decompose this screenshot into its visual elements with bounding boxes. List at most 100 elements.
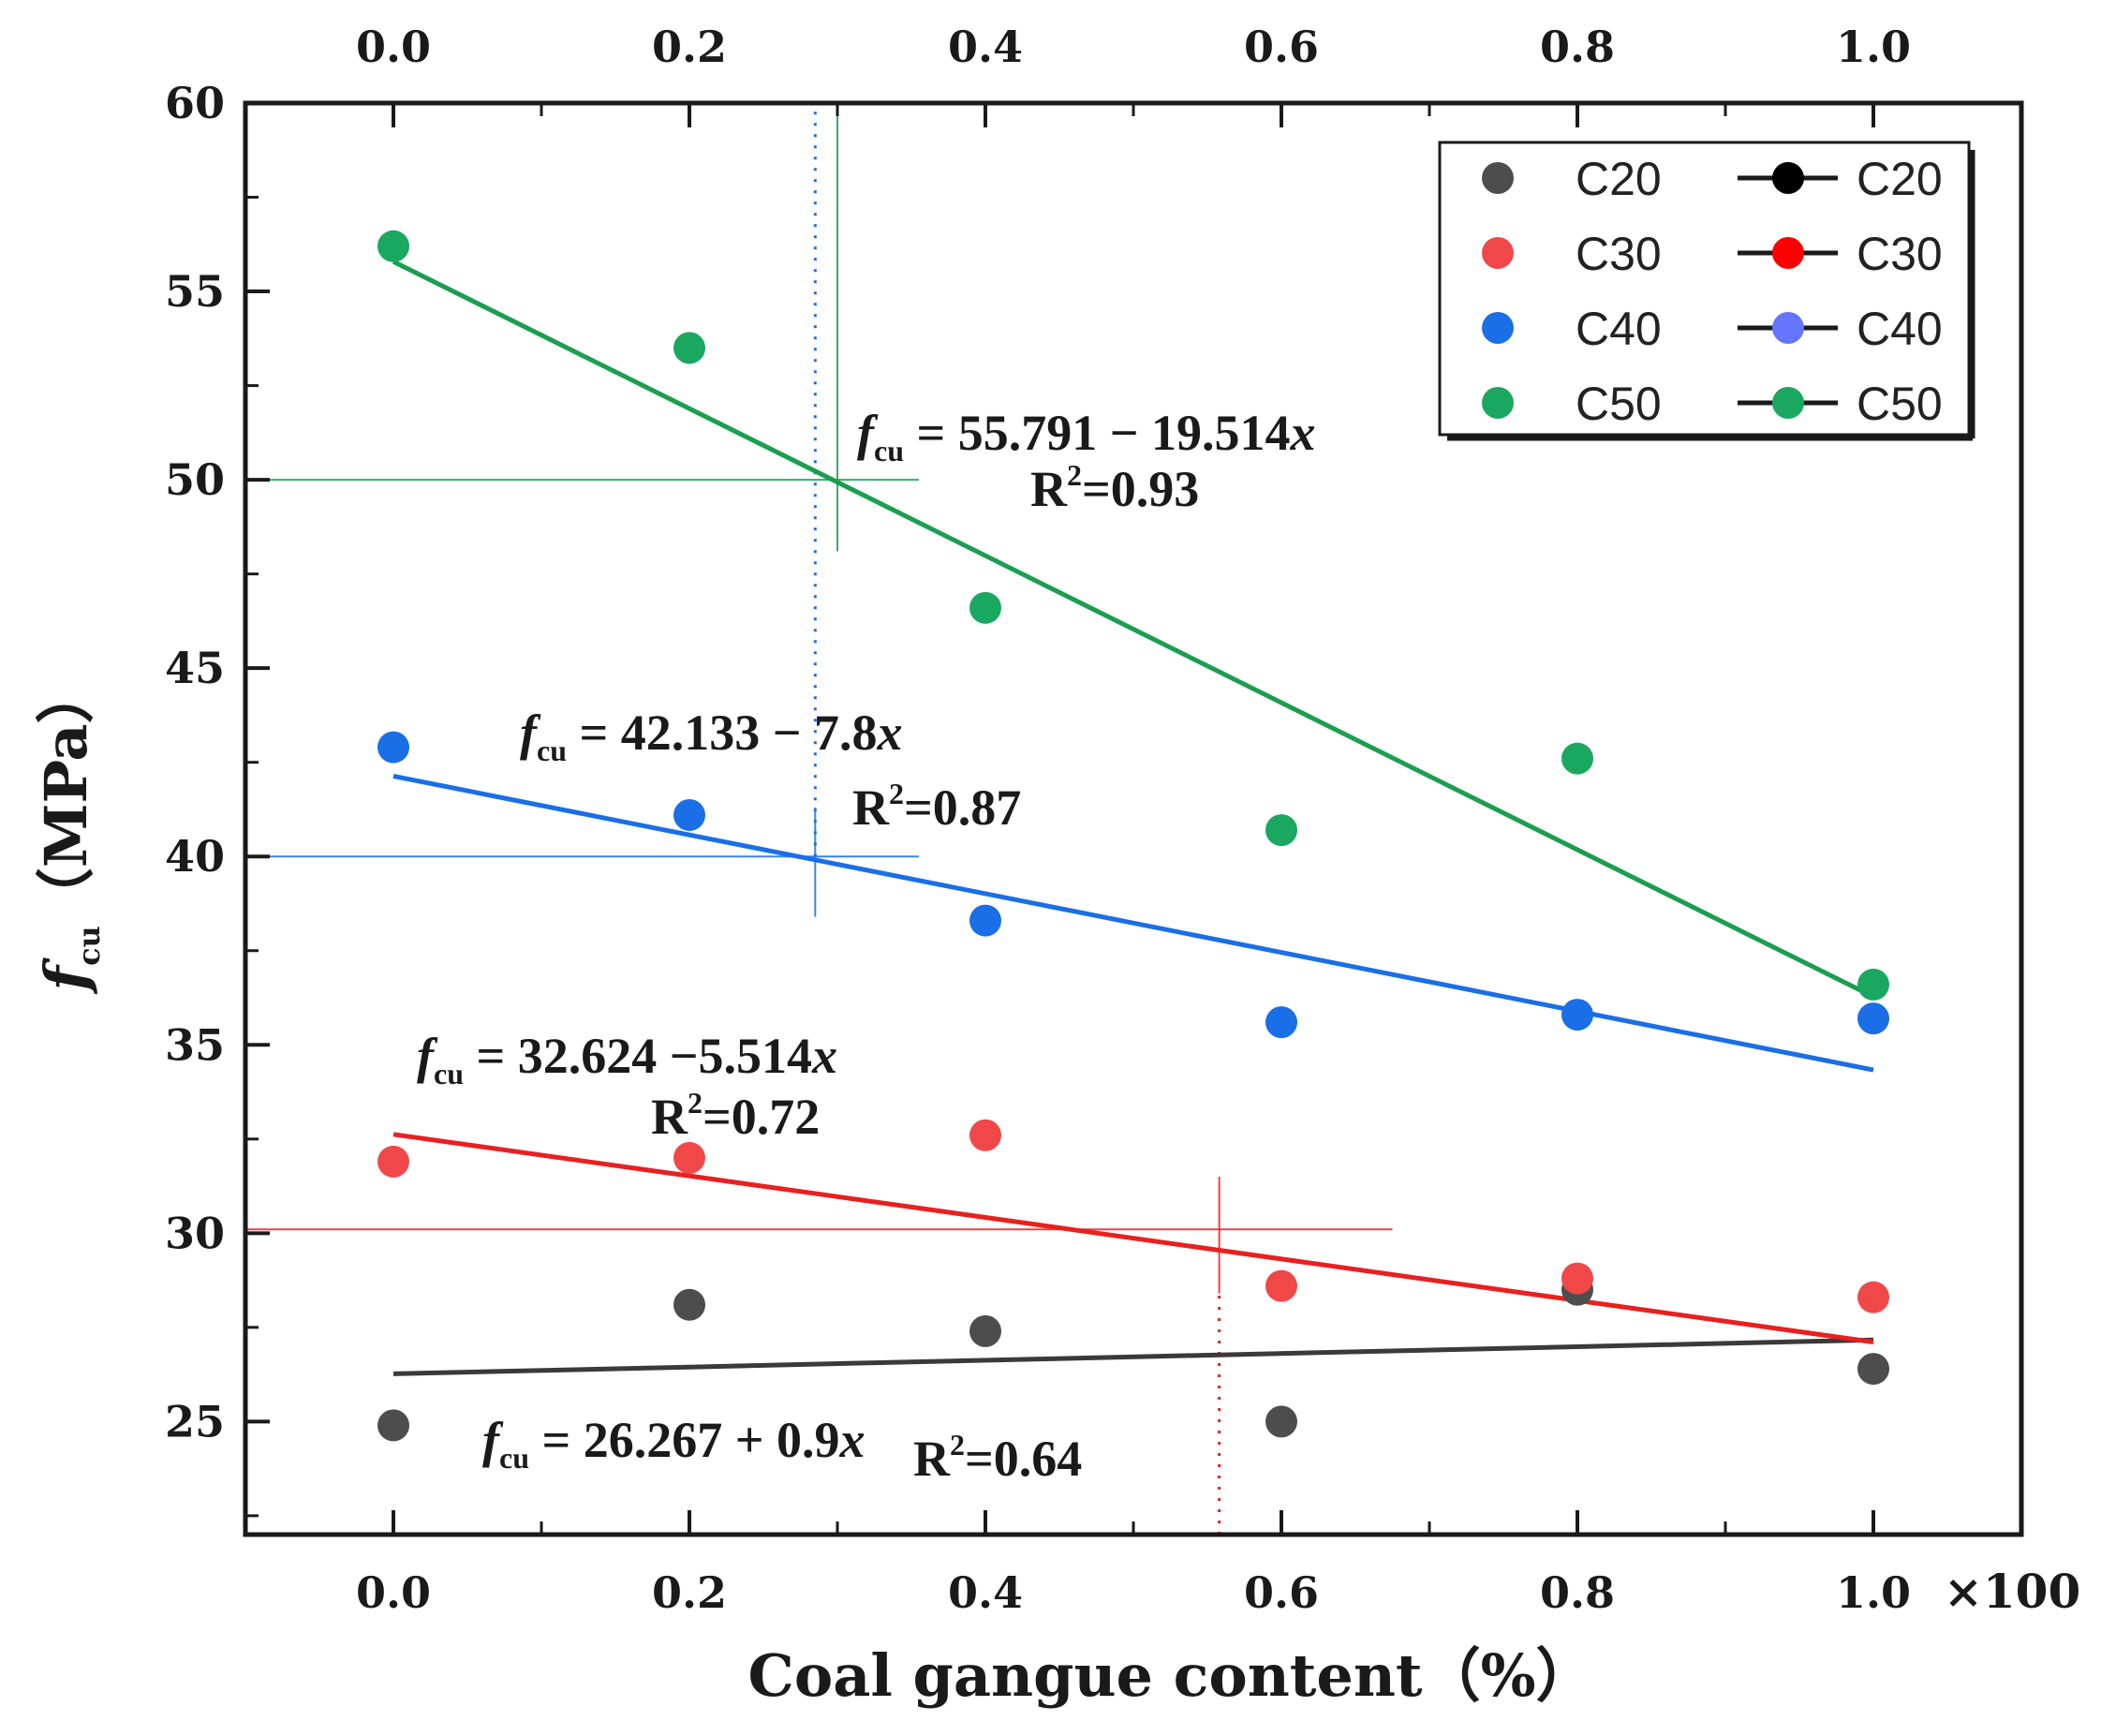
eq-var: x bbox=[877, 705, 903, 761]
legend-line-marker-c30 bbox=[1772, 237, 1804, 269]
legend-marker-c30 bbox=[1482, 237, 1514, 269]
r2-label: R bbox=[651, 1089, 688, 1145]
y-tick-label: 60 bbox=[165, 78, 225, 128]
x-axis-multiplier: ×100 bbox=[1944, 1564, 2080, 1619]
x-tick-label-top: 0.2 bbox=[652, 22, 727, 72]
eq-sub: cu bbox=[499, 1441, 529, 1475]
legend-line-marker-c40 bbox=[1772, 312, 1804, 344]
equation-c40: fcu = 42.133 − 7.8x bbox=[520, 705, 903, 767]
point-c50-2 bbox=[969, 591, 1001, 624]
y-tick-label: 40 bbox=[165, 831, 225, 882]
legend-line-label-c20: C20 bbox=[1857, 153, 1943, 205]
x-tick-label-top: 0.8 bbox=[1540, 22, 1615, 72]
x-tick-label-bottom: 0.6 bbox=[1244, 1567, 1319, 1618]
legend-line-marker-c20 bbox=[1772, 162, 1804, 194]
x-tick-label-top: 1.0 bbox=[1836, 22, 1911, 72]
r2-value: =0.64 bbox=[965, 1431, 1082, 1487]
eq-var: x bbox=[839, 1412, 866, 1468]
point-c20-0 bbox=[377, 1409, 409, 1442]
point-c30-4 bbox=[1561, 1262, 1593, 1295]
y-axis-title: fcu（MPa） bbox=[32, 665, 107, 994]
legend-line-marker-c50 bbox=[1772, 387, 1804, 419]
r2-label: R bbox=[913, 1431, 951, 1487]
legend-label-c30: C30 bbox=[1576, 228, 1662, 280]
eq-sub: cu bbox=[537, 734, 567, 767]
legend-label-c50: C50 bbox=[1576, 378, 1662, 430]
y-tick-label: 55 bbox=[165, 266, 225, 317]
point-c50-3 bbox=[1265, 814, 1297, 847]
point-c40-3 bbox=[1265, 1006, 1297, 1039]
x-tick-label-bottom: 0.0 bbox=[356, 1567, 431, 1618]
equation-c30: fcu = 32.624 −5.514x bbox=[417, 1028, 837, 1091]
point-c50-4 bbox=[1561, 742, 1593, 775]
eq-f: f bbox=[417, 1028, 438, 1084]
point-c20-2 bbox=[969, 1314, 1001, 1347]
x-tick-label-bottom: 1.0 bbox=[1836, 1567, 1911, 1618]
r2-c40: R2=0.87 bbox=[852, 777, 1021, 836]
x-tick-label-top: 0.4 bbox=[948, 22, 1023, 72]
legend-label-c40: C40 bbox=[1576, 303, 1662, 355]
r2-sup: 2 bbox=[950, 1428, 965, 1462]
point-c40-1 bbox=[673, 798, 705, 831]
y-axis-title-sub: cu bbox=[71, 926, 107, 966]
eq-body: = 55.791 − 19.514 bbox=[904, 405, 1291, 461]
reference-lines bbox=[245, 103, 1393, 1535]
fit-line-c50 bbox=[392, 260, 1875, 1000]
fit-line-c40 bbox=[392, 773, 1874, 1073]
legend-line-label-c40: C40 bbox=[1857, 303, 1943, 355]
point-c30-5 bbox=[1857, 1281, 1889, 1313]
r2-label: R bbox=[1030, 461, 1068, 517]
x-tick-label-top: 0.0 bbox=[356, 22, 431, 72]
legend-marker-c50 bbox=[1482, 387, 1514, 419]
r2-value: =0.87 bbox=[904, 779, 1021, 836]
legend-label-c20: C20 bbox=[1576, 153, 1662, 205]
r2-sup: 2 bbox=[688, 1086, 703, 1120]
r2-sup: 2 bbox=[889, 777, 904, 810]
r2-value: =0.93 bbox=[1082, 461, 1199, 517]
y-axis-title-unit: （MPa） bbox=[32, 665, 100, 926]
point-c30-0 bbox=[377, 1145, 409, 1178]
x-tick-label-bottom: 0.4 bbox=[948, 1567, 1023, 1618]
y-tick-label: 45 bbox=[165, 643, 225, 693]
legend-line-label-c30: C30 bbox=[1857, 228, 1943, 280]
legend-line-label-c50: C50 bbox=[1857, 378, 1943, 430]
eq-body: = 32.624 −5.514 bbox=[464, 1028, 812, 1084]
eq-var: x bbox=[1290, 405, 1316, 461]
eq-body: = 42.133 − 7.8 bbox=[567, 705, 878, 761]
eq-f: f bbox=[520, 705, 541, 761]
point-c50-5 bbox=[1857, 968, 1889, 1001]
r2-label: R bbox=[852, 779, 890, 836]
data-points bbox=[377, 230, 1889, 1442]
point-c30-3 bbox=[1265, 1269, 1297, 1302]
equation-c20: fcu = 26.267 + 0.9x bbox=[482, 1412, 866, 1475]
r2-c50: R2=0.93 bbox=[1030, 458, 1199, 517]
point-c40-0 bbox=[377, 731, 409, 764]
point-c50-1 bbox=[673, 332, 705, 364]
point-c30-1 bbox=[673, 1141, 705, 1174]
point-c20-1 bbox=[673, 1288, 705, 1321]
y-tick-label: 25 bbox=[165, 1396, 225, 1447]
eq-f: f bbox=[482, 1412, 504, 1468]
x-tick-label-bottom: 0.8 bbox=[1540, 1567, 1615, 1618]
point-c20-3 bbox=[1265, 1405, 1297, 1438]
fit-line-c20 bbox=[392, 1337, 1874, 1376]
y-tick-label: 30 bbox=[165, 1208, 225, 1258]
legend-marker-c20 bbox=[1482, 162, 1514, 194]
eq-body: = 26.267 + 0.9 bbox=[529, 1412, 840, 1468]
point-c30-2 bbox=[969, 1119, 1001, 1151]
r2-sup: 2 bbox=[1067, 458, 1082, 492]
x-tick-label-bottom: 0.2 bbox=[652, 1567, 727, 1618]
legend-box bbox=[1438, 141, 1971, 437]
eq-sub: cu bbox=[874, 434, 904, 467]
legend: C20 C20 C30 C30 C40 C40 C50 C50 bbox=[1438, 141, 1975, 441]
equation-c50: fcu = 55.791 − 19.514x bbox=[857, 405, 1316, 467]
r2-c30: R2=0.72 bbox=[651, 1086, 820, 1145]
point-c40-5 bbox=[1857, 1002, 1889, 1035]
fit-line-c30 bbox=[392, 1132, 1874, 1344]
eq-f: f bbox=[857, 405, 879, 461]
point-c40-2 bbox=[969, 904, 1001, 937]
r2-c20: R2=0.64 bbox=[913, 1428, 1082, 1487]
x-axis-title: Coal gangue content（%） bbox=[748, 1641, 1594, 1710]
